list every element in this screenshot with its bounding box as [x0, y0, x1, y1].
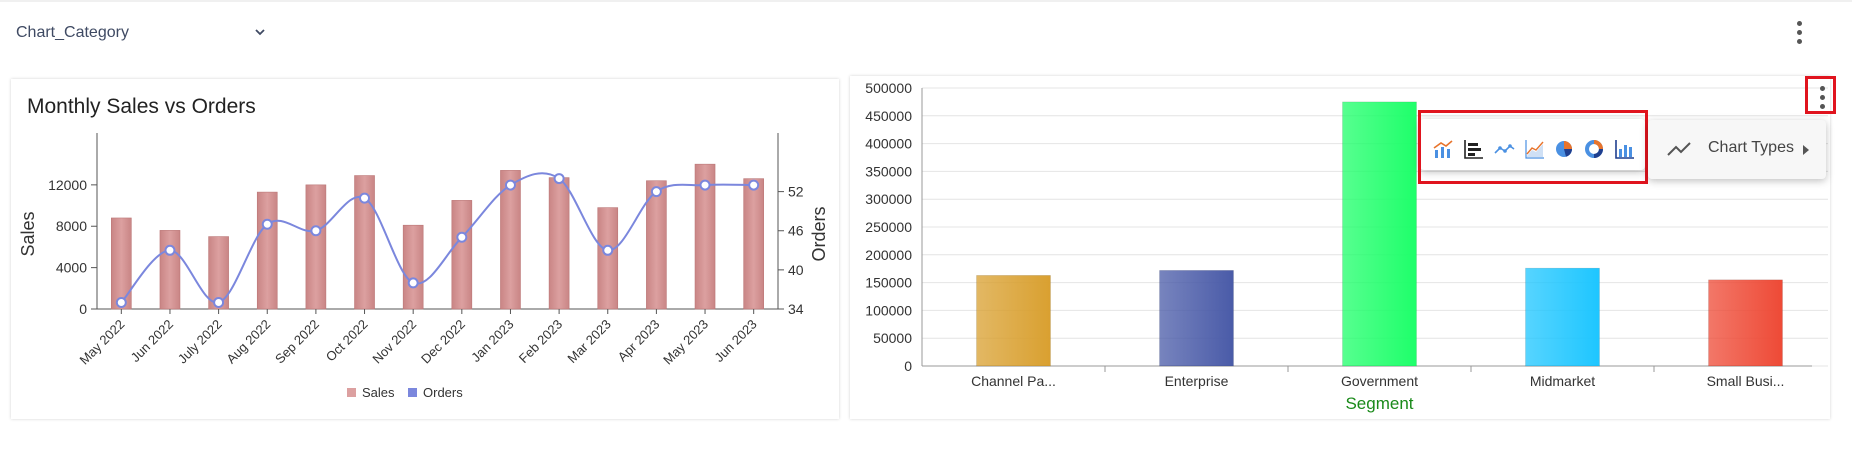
x-tick-label: Channel Pa...	[971, 373, 1056, 389]
x-tick-label: Government	[1341, 373, 1418, 389]
orders-point	[164, 244, 176, 256]
legend-orders-swatch	[408, 388, 417, 397]
chart-menu-button[interactable]	[1817, 85, 1827, 111]
y-tick-label: 4000	[56, 260, 87, 276]
sales-bar	[159, 230, 181, 310]
x-tick-label: Apr 2023	[615, 317, 663, 365]
sales-bar	[548, 177, 570, 310]
trend-line-icon	[1667, 142, 1691, 156]
page-menu-button[interactable]	[1794, 20, 1804, 46]
top-bar: Chart_Category	[0, 0, 1852, 62]
orders-point	[407, 277, 419, 289]
y-tick-label: 150000	[865, 275, 912, 291]
x-tick-label: Sep 2022	[272, 317, 322, 367]
y-tick-label: 500000	[865, 80, 912, 96]
card-title: Monthly Sales vs Orders	[27, 95, 256, 118]
x-tick-label: May 2023	[660, 317, 711, 368]
y-tick-label: 400000	[865, 136, 912, 152]
x-tick-label: Aug 2022	[223, 317, 273, 367]
legend-sales-label: Sales	[362, 385, 395, 400]
x-tick-label: Dec 2022	[418, 317, 468, 367]
x-tick-label: Midmarket	[1530, 373, 1595, 389]
caret-right-icon	[1803, 145, 1809, 155]
sales-bar	[597, 207, 619, 310]
sales-bar	[402, 224, 424, 310]
orders-point	[359, 192, 371, 204]
orders-point	[748, 179, 760, 191]
y-tick-label: 200000	[865, 247, 912, 263]
x-tick-label: Feb 2023	[516, 317, 565, 366]
chart-type-panel	[1420, 119, 1645, 170]
chevron-down-icon	[255, 29, 265, 36]
segment-bar	[1525, 267, 1600, 367]
x-tick-label: Jun 2022	[128, 317, 176, 365]
orders-point	[504, 179, 516, 191]
y2-tick-label: 40	[788, 262, 804, 278]
orders-point	[213, 296, 225, 308]
x-tick-label: Jun 2023	[711, 317, 759, 365]
orders-point	[310, 225, 322, 237]
chart-type-panel-highlight	[1418, 110, 1648, 184]
y2-axis-title: Orders	[809, 206, 829, 261]
bar-chart-icon[interactable]	[1462, 138, 1484, 160]
x-tick-label: Mar 2023	[564, 317, 613, 366]
segment-bar	[1708, 279, 1783, 367]
segment-bar	[976, 275, 1051, 367]
line-chart-icon[interactable]	[1493, 138, 1515, 160]
y2-tick-label: 34	[788, 301, 804, 317]
combo-chart-icon[interactable]	[1432, 138, 1454, 160]
legend-orders-label: Orders	[423, 385, 463, 400]
donut-chart-icon[interactable]	[1583, 138, 1605, 160]
y-axis-title: Sales	[18, 211, 38, 256]
x-tick-label: July 2022	[175, 317, 225, 367]
orders-point	[602, 244, 614, 256]
legend-sales-swatch	[347, 388, 356, 397]
orders-point	[650, 186, 662, 198]
pie-chart-icon[interactable]	[1553, 138, 1575, 160]
y-tick-label: 8000	[56, 218, 87, 234]
chart-category-dropdown[interactable]: Chart_Category	[14, 18, 265, 46]
x-axis-title: Segment	[1345, 394, 1413, 413]
chart-types-label: Chart Types	[1708, 139, 1794, 156]
sales-orders-card: Monthly Sales vs Orders 0 4000 8000 12000 34…	[11, 79, 839, 419]
sales-bar	[451, 200, 473, 310]
sales-bar	[305, 184, 327, 310]
y-tick-label: 0	[904, 358, 912, 374]
y-tick-label: 250000	[865, 219, 912, 235]
sales-bar	[743, 178, 764, 310]
sales-bar	[256, 191, 278, 310]
x-tick-label: Oct 2022	[323, 317, 371, 365]
sales-bar	[111, 217, 132, 310]
y-tick-label: 350000	[865, 163, 912, 179]
y-tick-label: 0	[79, 301, 87, 317]
y-tick-label: 100000	[865, 302, 912, 318]
segment-bar-chart: 0 50000 100000 150000 200000 250000 300000 3500…	[865, 80, 1828, 413]
orders-point	[456, 231, 468, 243]
menu-button-highlight	[1805, 76, 1836, 114]
chart-types-menu-item[interactable]: Chart Types	[1648, 120, 1826, 179]
y-tick-label: 300000	[865, 191, 912, 207]
area-chart-icon[interactable]	[1523, 138, 1545, 160]
x-tick-label: Jan 2023	[468, 317, 516, 365]
column-chart-icon[interactable]	[1613, 138, 1635, 160]
sales-orders-chart: 0 4000 8000 12000 34 40 46 52 Sales Orders May 202…	[18, 133, 829, 400]
orders-point	[553, 173, 565, 185]
segment-bar	[1342, 101, 1417, 367]
x-tick-label: May 2022	[76, 317, 127, 368]
orders-point	[699, 179, 711, 191]
y-tick-label: 12000	[48, 177, 87, 193]
x-tick-label: Enterprise	[1165, 373, 1229, 389]
orders-point	[261, 218, 273, 230]
y-tick-label: 50000	[873, 330, 912, 346]
y2-tick-label: 46	[788, 223, 804, 239]
orders-point	[115, 296, 127, 308]
x-tick-label: Small Busi...	[1707, 373, 1785, 389]
segment-bar	[1159, 270, 1234, 367]
y2-tick-label: 52	[788, 184, 804, 200]
chart-category-label: Chart_Category	[16, 24, 129, 41]
x-tick-label: Nov 2022	[369, 317, 419, 367]
y-tick-label: 450000	[865, 108, 912, 124]
